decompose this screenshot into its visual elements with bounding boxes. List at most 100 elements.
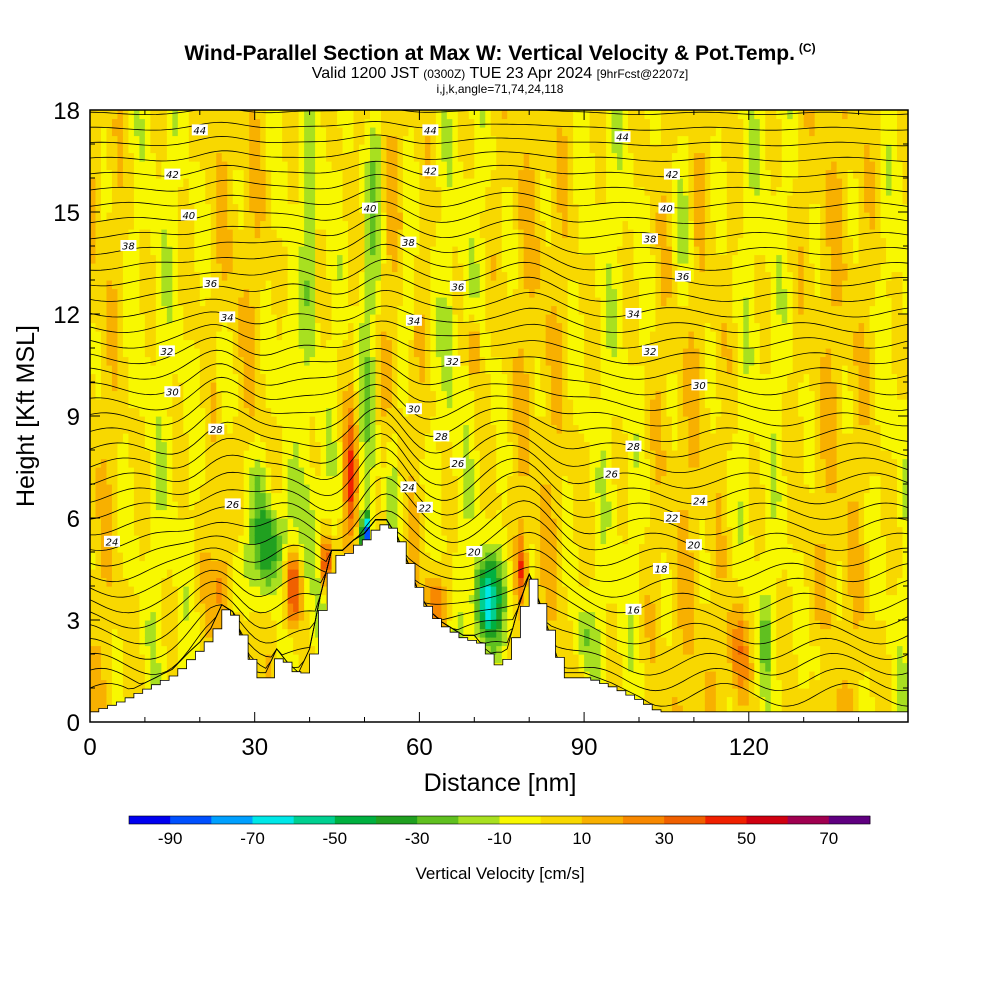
field-cell [139, 144, 146, 154]
field-cell [408, 535, 415, 545]
field-cell [199, 467, 206, 477]
field-cell [348, 382, 355, 392]
field-cell [249, 186, 256, 196]
field-cell [265, 314, 272, 324]
field-cell [375, 467, 382, 477]
field-cell [282, 552, 289, 562]
field-cell [177, 348, 184, 358]
field-cell [391, 484, 399, 494]
field-cell [133, 458, 141, 468]
field-cell [188, 637, 195, 647]
field-cell [276, 203, 283, 213]
field-cell [463, 492, 470, 502]
field-cell [276, 127, 283, 137]
field-cell [249, 195, 256, 205]
field-cell [133, 356, 141, 366]
field-cell [144, 611, 151, 621]
field-cell [364, 416, 371, 426]
field-cell [194, 450, 201, 460]
field-cell [111, 484, 119, 494]
field-cell [243, 518, 250, 528]
field-cell [293, 475, 300, 485]
field-cell [293, 212, 300, 222]
field-cell [210, 220, 217, 230]
field-cell [309, 246, 316, 256]
field-cell [424, 441, 431, 451]
field-cell [435, 475, 442, 485]
field-cell [238, 467, 245, 477]
field-cell [122, 178, 130, 188]
field-cell [155, 407, 162, 417]
field-cell [271, 314, 278, 324]
field-cell [452, 450, 459, 460]
field-cell [117, 688, 124, 698]
field-cell [304, 314, 311, 324]
field-cell [111, 169, 119, 179]
field-cell [90, 254, 97, 264]
field-cell [298, 195, 305, 205]
field-cell [331, 450, 338, 460]
field-cell [315, 169, 322, 179]
field-cell [177, 339, 184, 349]
field-cell [172, 135, 179, 145]
field-cell [133, 144, 141, 154]
field-cell [221, 569, 228, 579]
field-cell [133, 526, 141, 536]
field-cell [100, 509, 108, 519]
field-cell [320, 212, 327, 222]
field-cell [309, 492, 316, 502]
field-cell [413, 305, 420, 315]
field-cell [331, 178, 338, 188]
field-cell [304, 526, 311, 536]
field-cell [435, 594, 442, 604]
field-cell [221, 212, 228, 222]
field-cell [194, 433, 201, 443]
field-cell [353, 246, 360, 256]
field-cell [309, 399, 316, 409]
field-cell [331, 237, 338, 247]
field-cell [227, 169, 234, 179]
field-cell [326, 407, 333, 417]
field-cell [111, 203, 119, 213]
field-cell [177, 492, 184, 502]
field-cell [155, 373, 162, 383]
field-cell [155, 390, 162, 400]
field-cell [139, 475, 146, 485]
field-cell [380, 518, 388, 528]
field-cell [276, 628, 283, 638]
field-cell [276, 441, 283, 451]
field-cell [375, 339, 382, 349]
field-cell [375, 288, 382, 298]
field-cell [155, 518, 162, 528]
field-cell [117, 424, 124, 434]
field-cell [419, 246, 426, 256]
field-cell [144, 569, 151, 579]
field-cell [320, 169, 327, 179]
field-cell [413, 322, 420, 332]
field-cell [194, 399, 201, 409]
field-cell [133, 645, 141, 655]
field-cell [446, 314, 453, 324]
field-cell [172, 365, 179, 375]
field-cell [90, 322, 97, 332]
field-cell [353, 407, 360, 417]
field-cell [144, 203, 151, 213]
field-cell [155, 603, 162, 613]
field-cell [227, 365, 234, 375]
field-cell [161, 288, 168, 298]
field-cell [282, 501, 289, 511]
field-cell [249, 152, 256, 162]
field-cell [337, 390, 344, 400]
field-cell [413, 535, 420, 545]
field-cell [282, 339, 289, 349]
field-cell [144, 322, 151, 332]
field-cell [90, 509, 97, 519]
field-cell [221, 382, 228, 392]
field-cell [150, 382, 157, 392]
field-cell [111, 662, 119, 672]
field-cell [188, 263, 195, 273]
field-cell [238, 271, 245, 281]
field-cell [413, 203, 420, 213]
field-cell [100, 654, 108, 664]
field-cell [254, 339, 261, 349]
